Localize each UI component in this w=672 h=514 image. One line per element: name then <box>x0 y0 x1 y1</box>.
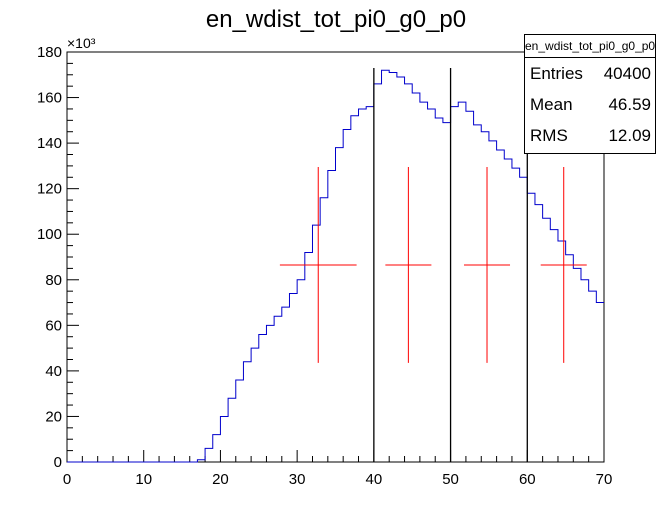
y-tick-label: 0 <box>54 454 62 471</box>
stats-value-mean: 46.59 <box>608 95 651 114</box>
stats-label-rms: RMS <box>530 126 568 145</box>
stats-label-mean: Mean <box>530 95 573 114</box>
x-tick-label: 0 <box>63 471 71 488</box>
x-tick-label: 40 <box>366 471 383 488</box>
chart-title: en_wdist_tot_pi0_g0_p0 <box>205 6 467 33</box>
y-tick-label: 120 <box>37 181 62 198</box>
x-tick-label: 10 <box>135 471 152 488</box>
stats-value-rms: 12.09 <box>608 126 651 145</box>
stats-row-mean: Mean 46.59 <box>525 89 655 120</box>
y-tick-label: 140 <box>37 135 62 152</box>
stats-box-title: en_wdist_tot_pi0_g0_p0 <box>525 35 655 58</box>
x-tick-label: 30 <box>289 471 306 488</box>
y-tick-label: 40 <box>45 363 62 380</box>
stats-box: en_wdist_tot_pi0_g0_p0 Entries 40400 Mea… <box>524 34 656 154</box>
y-tick-label: 180 <box>37 44 62 61</box>
stats-value-entries: 40400 <box>603 64 651 83</box>
y-tick-label: 160 <box>37 90 62 107</box>
x-tick-label: 20 <box>212 471 229 488</box>
y-tick-label: 60 <box>45 317 62 334</box>
y-tick-label: 100 <box>37 226 62 243</box>
x-tick-label: 70 <box>596 471 613 488</box>
x-tick-label: 50 <box>442 471 459 488</box>
histogram-series <box>67 69 604 463</box>
stats-row-entries: Entries 40400 <box>525 58 655 89</box>
stats-label-entries: Entries <box>530 64 583 83</box>
x-tick-label: 60 <box>519 471 536 488</box>
stats-row-rms: RMS 12.09 <box>525 120 655 151</box>
y-tick-label: 20 <box>45 408 62 425</box>
y-multiplier-label: ×10³ <box>67 35 96 51</box>
y-tick-label: 80 <box>45 272 62 289</box>
